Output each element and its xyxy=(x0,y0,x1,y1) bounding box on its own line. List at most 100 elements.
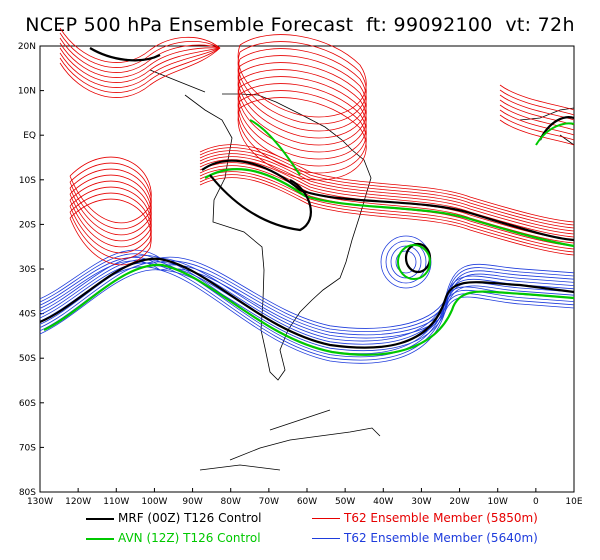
member-5850-loop xyxy=(237,41,367,125)
lon-label: 70W xyxy=(259,497,279,507)
member-5850-contour xyxy=(499,104,575,131)
member-5850-loop xyxy=(237,62,367,146)
lat-label: 40S xyxy=(19,310,36,320)
member-5850-contour xyxy=(199,147,575,226)
lon-labels: 130W 120W 110W 100W 90W 80W 70W 60W 50W 40W 30W 20W… xyxy=(27,497,583,507)
member-5850-contour xyxy=(499,114,575,141)
avn-control-5850 xyxy=(249,119,301,176)
legend-label: MRF (00Z) T126 Control xyxy=(118,511,262,525)
coast-antarctica xyxy=(199,409,381,471)
member-5640-closed-low xyxy=(385,240,427,284)
member-5640-contour xyxy=(39,255,575,342)
legend-item: T62 Ensemble Member (5850m) xyxy=(312,511,538,525)
legend-label: AVN (12Z) T126 Control xyxy=(118,531,261,545)
member-5850-contour xyxy=(499,109,575,136)
member-5850-loop xyxy=(69,174,152,242)
lon-label: 0 xyxy=(533,497,539,507)
contours xyxy=(39,27,575,364)
member-5850-loop xyxy=(69,168,152,236)
member-5850-contour xyxy=(199,150,575,229)
member-5850-loop xyxy=(69,198,152,266)
lon-label: 130W xyxy=(27,497,53,507)
member-5850-loop xyxy=(237,55,367,139)
lat-label: 70S xyxy=(19,443,36,453)
member-5640-contour xyxy=(39,266,575,351)
lat-label: EQ xyxy=(23,131,36,141)
legend-item: AVN (12Z) T126 Control xyxy=(86,531,261,545)
member-5850-loop xyxy=(237,76,367,160)
legend-item: MRF (00Z) T126 Control xyxy=(86,511,262,525)
member-5850-loop xyxy=(237,83,367,167)
lon-label: 60W xyxy=(297,497,317,507)
member-5850-loop xyxy=(69,162,152,230)
member-5640-contour xyxy=(39,261,575,358)
member-5850-contour xyxy=(499,89,575,116)
mrf-control-5640 xyxy=(39,257,575,349)
mrf-control-5850 xyxy=(89,47,161,62)
legend-item: T62 Ensemble Member (5640m) xyxy=(312,531,538,545)
avn-control-5850 xyxy=(204,168,575,248)
lat-label: 30S xyxy=(19,265,36,275)
member-5850-contour xyxy=(59,47,221,93)
lon-label: 90W xyxy=(182,497,202,507)
member-5850-contour xyxy=(59,47,221,88)
member-5640-contour xyxy=(39,269,575,364)
member-5850-contour xyxy=(199,159,575,238)
member-5640-contour xyxy=(39,258,575,345)
lon-label: 50W xyxy=(335,497,355,507)
legend-label: T62 Ensemble Member (5640m) xyxy=(344,531,538,545)
member-5640-contour xyxy=(39,253,575,332)
member-5850-contour xyxy=(59,27,221,63)
member-5850-contour xyxy=(499,119,575,146)
lon-label: 30W xyxy=(411,497,431,507)
member-5850-loop xyxy=(69,186,152,254)
lat-label: 50S xyxy=(19,354,36,364)
member-5850-contour xyxy=(199,174,575,253)
member-5850-contour xyxy=(59,47,221,98)
member-5850-loop xyxy=(237,90,367,174)
member-5850-contour xyxy=(199,156,575,235)
member-5850-contour xyxy=(59,42,221,78)
member-5850-loop xyxy=(69,192,152,260)
legend-swatch xyxy=(312,538,340,539)
lon-label: 100W xyxy=(141,497,167,507)
member-5850-contour xyxy=(59,47,221,83)
avn-control-5850 xyxy=(535,122,575,146)
lat-label: 20N xyxy=(18,42,36,52)
lon-label: 20W xyxy=(449,497,469,507)
mrf-control-5850 xyxy=(209,174,312,232)
member-5850-contour xyxy=(59,37,221,73)
axis-ticks xyxy=(39,45,575,493)
lon-label: 10W xyxy=(488,497,508,507)
member-5850-contour xyxy=(499,84,575,111)
member-5640-contour xyxy=(39,260,575,339)
legend-swatch xyxy=(86,517,114,520)
member-5850-contour xyxy=(499,94,575,121)
legend-label: T62 Ensemble Member (5850m) xyxy=(344,511,538,525)
legend-swatch xyxy=(312,518,340,519)
lat-labels: 20N 10N EQ 10S 20S 30S 40S 50S 60S 70S 80S xyxy=(18,42,36,498)
member-5850-loop xyxy=(237,97,367,181)
map-title: NCEP 500 hPa Ensemble Forecast ft: 99092… xyxy=(25,14,575,36)
lon-label: 40W xyxy=(373,497,393,507)
member-5640-closed-low xyxy=(390,245,422,279)
mrf-control-5850 xyxy=(201,159,575,242)
member-5850-contour xyxy=(199,171,575,250)
lon-label: 110W xyxy=(103,497,129,507)
member-5850-loop xyxy=(237,34,367,118)
lon-label: 120W xyxy=(65,497,91,507)
lat-label: 80S xyxy=(19,488,36,498)
member-5850-loop xyxy=(237,69,367,153)
lat-label: 10S xyxy=(19,176,36,186)
avn-closed-low xyxy=(397,244,432,280)
lat-label: 10N xyxy=(18,87,36,97)
lon-label: 80W xyxy=(221,497,241,507)
lat-label: 20S xyxy=(19,220,36,230)
lon-label: 10E xyxy=(565,497,582,507)
member-5640-contour xyxy=(39,249,575,329)
member-5850-contour xyxy=(199,144,575,223)
member-5850-contour xyxy=(59,32,221,68)
avn-control-5640 xyxy=(43,263,575,356)
member-5850-loop xyxy=(69,180,152,248)
